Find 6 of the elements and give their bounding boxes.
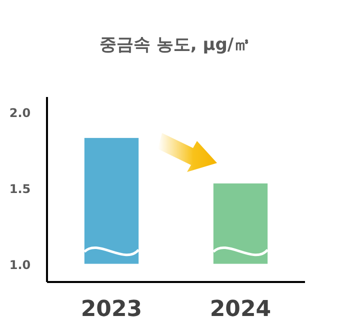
ytick: 1.0 — [9, 258, 31, 272]
title: 중금속 농도, μg/㎥ — [99, 35, 251, 55]
xtick: 2023 — [80, 297, 142, 322]
ytick: 1.5 — [9, 182, 31, 196]
xtick: 2024 — [210, 297, 272, 322]
ytick: 2.0 — [9, 106, 31, 120]
